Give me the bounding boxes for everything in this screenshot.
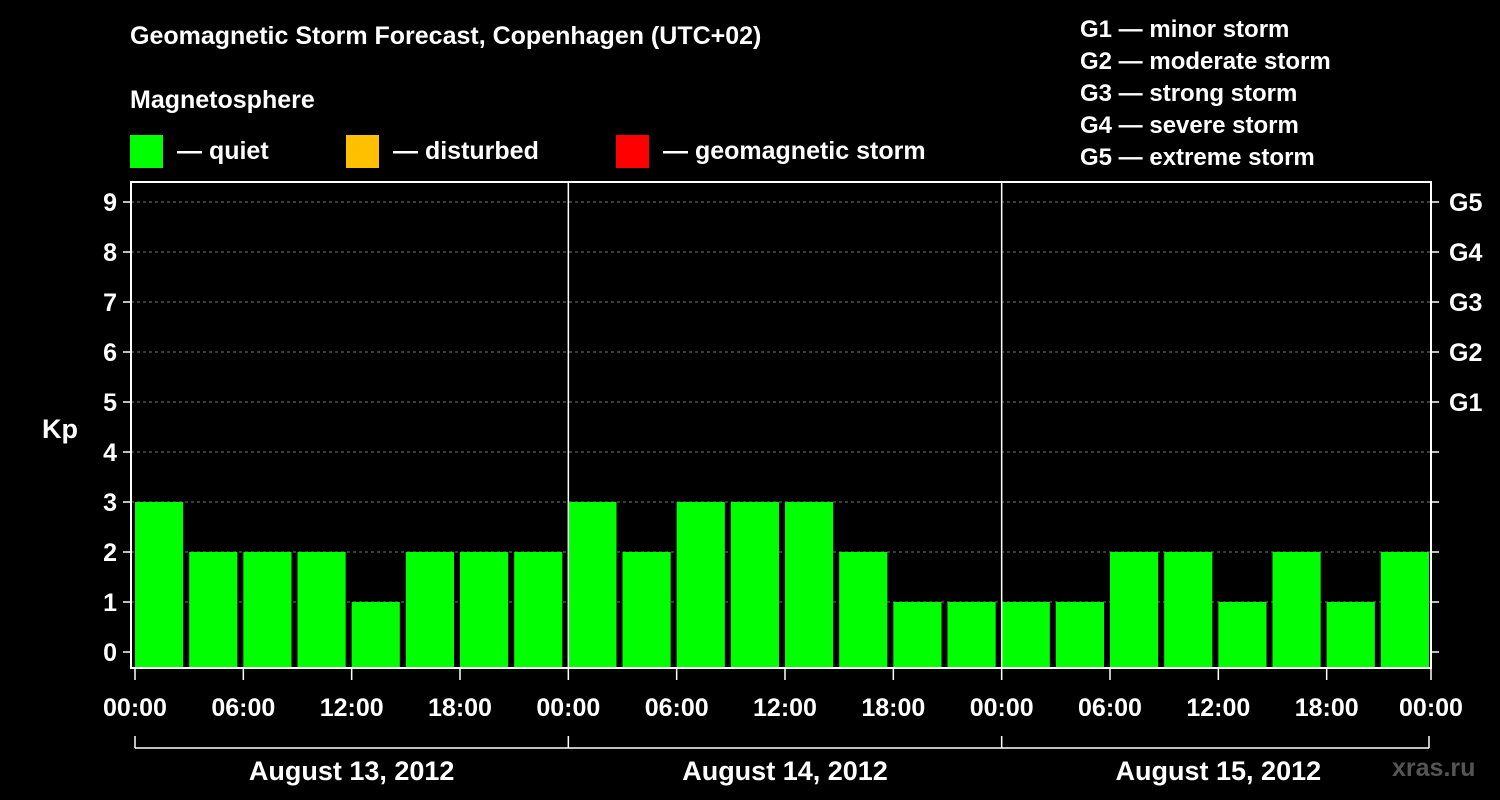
bar <box>243 552 292 668</box>
bar <box>405 552 454 668</box>
legend-swatch-quiet <box>130 134 163 168</box>
bar <box>1110 552 1159 668</box>
x-tick-label: 06:00 <box>1078 694 1142 722</box>
x-tick-label: 12:00 <box>1186 694 1250 722</box>
bar <box>460 552 509 668</box>
x-tick-label: 00:00 <box>1399 694 1463 722</box>
y-tick-label: 1 <box>103 589 117 617</box>
day-label: August 14, 2012 <box>682 756 888 786</box>
bar <box>947 602 996 668</box>
legend-subtitle: Magnetosphere <box>130 86 315 114</box>
x-tick-label: 06:00 <box>645 694 709 722</box>
y-axis-title: Kp <box>42 414 78 444</box>
bar <box>785 502 834 668</box>
day-label: August 15, 2012 <box>1116 756 1322 786</box>
x-tick-label: 00:00 <box>103 694 167 722</box>
x-tick-label: 06:00 <box>211 694 275 722</box>
bar <box>1218 602 1267 668</box>
bar <box>839 552 888 668</box>
bar <box>514 552 563 668</box>
bar <box>1001 602 1050 668</box>
x-tick-label: 00:00 <box>536 694 600 722</box>
legend-item-storm: — geomagnetic storm <box>616 134 926 168</box>
bar <box>189 552 238 668</box>
bar <box>622 552 671 668</box>
y-tick-label: 4 <box>103 439 117 467</box>
x-tick-label: 12:00 <box>320 694 384 722</box>
storm-level-g3: G3 — strong storm <box>1080 80 1298 107</box>
storm-level-g1: G1 — minor storm <box>1080 16 1290 43</box>
legend-label-quiet: — quiet <box>177 136 269 165</box>
storm-level-g2: G2 — moderate storm <box>1080 48 1331 75</box>
bar <box>1326 602 1375 668</box>
legend-swatch-disturbed <box>346 134 379 168</box>
x-tick-label: 12:00 <box>753 694 817 722</box>
storm-level-g5: G5 — extreme storm <box>1080 144 1315 171</box>
legend-label-storm: — geomagnetic storm <box>663 136 926 165</box>
x-tick-label: 18:00 <box>1295 694 1359 722</box>
bar <box>351 602 400 668</box>
g-level-label: G2 <box>1449 339 1482 367</box>
g-level-label: G1 <box>1449 389 1482 417</box>
bar <box>1380 552 1429 668</box>
g-level-label: G5 <box>1449 189 1482 217</box>
bar <box>676 502 725 668</box>
bar <box>297 552 346 668</box>
y-tick-label: 3 <box>103 489 117 517</box>
x-tick-label: 18:00 <box>861 694 925 722</box>
bar <box>1272 552 1321 668</box>
chart-title: Geomagnetic Storm Forecast, Copenhagen (… <box>130 22 762 50</box>
y-tick-label: 2 <box>103 539 117 567</box>
g-level-label: G4 <box>1449 239 1482 267</box>
storm-level-g4: G4 — severe storm <box>1080 112 1299 139</box>
watermark: xras.ru <box>1392 754 1476 782</box>
y-tick-label: 7 <box>103 289 117 317</box>
y-tick-label: 8 <box>103 239 117 267</box>
plot-frame <box>130 181 1432 669</box>
legend-item-quiet: — quiet <box>130 134 269 168</box>
legend-swatch-storm <box>616 134 649 168</box>
bar <box>135 502 184 668</box>
g-level-label: G3 <box>1449 289 1482 317</box>
legend-label-disturbed: — disturbed <box>393 136 539 165</box>
bar <box>568 502 617 668</box>
day-label: August 13, 2012 <box>249 756 455 786</box>
bar <box>1164 552 1213 668</box>
y-tick-label: 6 <box>103 339 117 367</box>
y-tick-label: 5 <box>103 389 117 417</box>
legend-item-disturbed: — disturbed <box>346 134 539 168</box>
y-tick-label: 9 <box>103 189 117 217</box>
storm-level-list: G1 — minor storm G2 — moderate storm G3 … <box>1080 14 1331 174</box>
y-tick-label: 0 <box>103 639 117 667</box>
x-tick-label: 18:00 <box>428 694 492 722</box>
x-tick-label: 00:00 <box>970 694 1034 722</box>
bar <box>730 502 779 668</box>
bar <box>1055 602 1104 668</box>
bar <box>893 602 942 668</box>
